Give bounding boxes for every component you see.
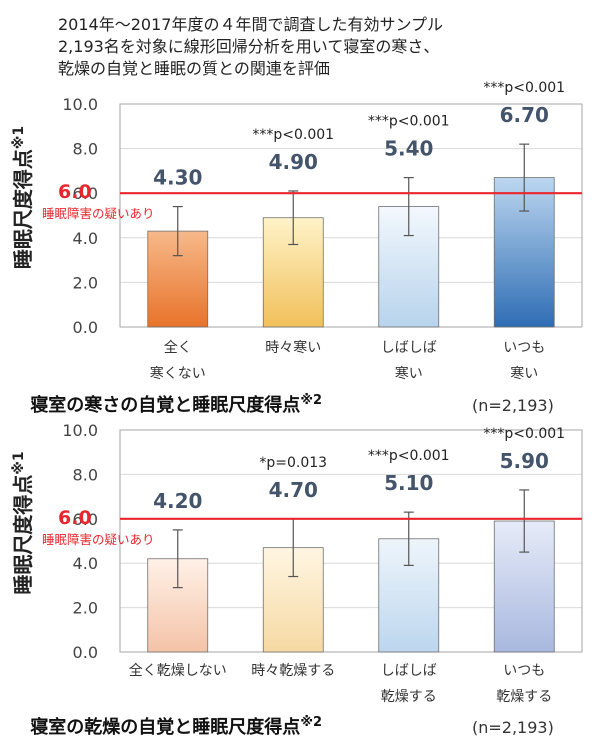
x-tick-label: 寒い — [395, 365, 423, 382]
y-tick-label: 0.0 — [73, 643, 98, 662]
significance-label: ***p<0.001 — [252, 127, 334, 143]
intro-line: 乾燥の自覚と睡眠の質との関連を評価 — [58, 59, 330, 78]
data-label: 6.70 — [500, 103, 549, 127]
y-tick-label: 6.0 — [73, 510, 98, 529]
data-label: 5.90 — [500, 449, 549, 473]
y-axis-label: 睡眠尺度得点※1 — [11, 126, 35, 269]
y-tick-label: 4.0 — [73, 229, 98, 248]
chart-2: 0.0 2.0 4.0 6.0 8.0 10.0 睡眠尺度得点※1 6.0 睡眠障害の疑いあり 4… — [11, 421, 583, 738]
chart-title: 寝室の寒さの自覚と睡眠尺度得点※2 — [30, 393, 322, 416]
significance-label: ***p<0.001 — [483, 426, 565, 442]
x-tick-label: しばしば — [381, 663, 437, 679]
sample-size-note: (n=2,193) — [472, 396, 554, 415]
x-tick-label: 全く乾燥しない — [129, 662, 227, 679]
x-tick-label: しばしば — [381, 340, 437, 356]
y-tick-label: 10.0 — [62, 95, 98, 114]
significance-label: ***p<0.001 — [368, 114, 450, 130]
intro-line: 2,193名を対象に線形回帰分析を用いて寝室の寒さ、 — [58, 37, 440, 56]
chart-title-note: ※2 — [300, 393, 322, 408]
y-tick-label: 0.0 — [73, 318, 98, 337]
data-label: 4.20 — [153, 489, 202, 513]
sample-size-note: (n=2,193) — [472, 718, 554, 737]
y-tick-label: 8.0 — [73, 465, 98, 484]
plot-frame — [119, 429, 583, 653]
y-axis-label-note: ※1 — [11, 451, 27, 474]
chart-1: 0.0 2.0 4.0 6.0 8.0 10.0 睡眠尺度得点※1 6.0 睡眠障害の疑いあり 4… — [11, 80, 583, 416]
x-tick-label: 寒くない — [150, 365, 206, 382]
y-tick-label: 8.0 — [73, 140, 98, 159]
chart-title-note: ※2 — [300, 715, 322, 730]
threshold-label: 6.0 — [58, 507, 92, 529]
y-tick-label: 6.0 — [73, 184, 98, 203]
data-label: 5.40 — [384, 137, 433, 161]
y-axis-label-text: 睡眠尺度得点 — [11, 475, 35, 595]
y-axis-label: 睡眠尺度得点※1 — [11, 451, 35, 594]
data-label: 4.30 — [153, 166, 202, 190]
y-tick-label: 10.0 — [62, 421, 98, 440]
chart-title-text: 寝室の寒さの自覚と睡眠尺度得点 — [30, 394, 300, 416]
x-tick-label: 乾燥する — [496, 689, 552, 705]
data-label: 4.70 — [269, 478, 318, 502]
x-tick-label: 全く — [164, 339, 192, 356]
data-label: 4.90 — [269, 150, 318, 174]
chart-title: 寝室の乾燥の自覚と睡眠尺度得点※2 — [30, 715, 322, 738]
threshold-note: 睡眠障害の疑いあり — [42, 206, 155, 221]
plot-frame — [119, 103, 583, 328]
intro-line: 2014年～2017年度の４年間で調査した有効サンプル — [58, 15, 443, 34]
intro-text: 2014年～2017年度の４年間で調査した有効サンプル 2,193名を対象に線形… — [58, 14, 578, 80]
data-label: 5.10 — [384, 471, 433, 495]
y-tick-label: 4.0 — [73, 554, 98, 573]
significance-label: ***p<0.001 — [368, 448, 450, 464]
y-tick-label: 2.0 — [73, 273, 98, 292]
x-tick-label: いつも — [503, 340, 545, 356]
x-tick-label: 時々寒い — [265, 339, 321, 356]
chart-title-text: 寝室の乾燥の自覚と睡眠尺度得点 — [30, 716, 300, 738]
x-tick-label: いつも — [503, 663, 545, 679]
y-axis-label-text: 睡眠尺度得点 — [11, 149, 35, 269]
threshold-note: 睡眠障害の疑いあり — [42, 532, 155, 547]
x-tick-label: 乾燥する — [381, 689, 437, 705]
x-tick-label: 時々乾燥する — [251, 663, 335, 679]
y-tick-label: 2.0 — [73, 599, 98, 618]
threshold-label: 6.0 — [58, 181, 92, 203]
y-axis-label-note: ※1 — [11, 126, 27, 149]
significance-label: *p=0.013 — [259, 455, 327, 471]
significance-label: ***p<0.001 — [483, 80, 565, 96]
x-tick-label: 寒い — [510, 365, 538, 382]
